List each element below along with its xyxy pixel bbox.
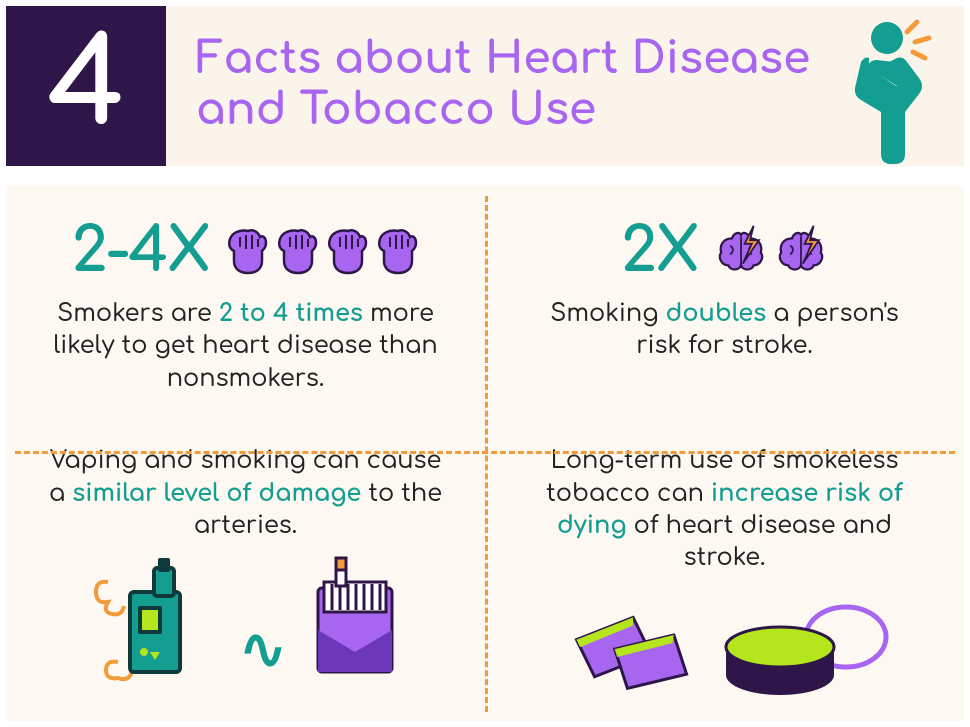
fact-cell-3: Vaping and smoking can cause a similar l… bbox=[6, 415, 485, 723]
heart-icon bbox=[326, 227, 370, 275]
fact-text-1: Smokers are 2 to 4 times more likely to … bbox=[46, 298, 445, 395]
brain-icons-row bbox=[714, 224, 828, 278]
stat-value-2: 2X bbox=[621, 216, 698, 286]
brain-bolt-icon bbox=[714, 224, 768, 278]
brain-bolt-icon bbox=[774, 224, 828, 278]
cigarette-pack-icon bbox=[308, 552, 403, 682]
fact-cell-4: Long-term use of smokeless tobacco can i… bbox=[485, 415, 964, 723]
heart-icons-row bbox=[226, 227, 420, 275]
vape-icon bbox=[88, 552, 218, 682]
tobacco-pouches-icon bbox=[560, 603, 700, 693]
heart-icon bbox=[376, 227, 420, 275]
fact-cell-1: 2-4X Smokers are 2 to 4 times more likel… bbox=[6, 186, 485, 415]
horizontal-divider bbox=[15, 451, 955, 454]
fact-text-3: Vaping and smoking can cause a similar l… bbox=[46, 445, 445, 542]
heart-icon bbox=[276, 227, 320, 275]
header-banner: 4 Facts about Heart Disease and Tobacco … bbox=[6, 6, 964, 166]
smokeless-tobacco-illustration bbox=[525, 593, 924, 703]
number-box: 4 bbox=[6, 6, 166, 166]
header-number: 4 bbox=[47, 19, 125, 153]
heart-icon bbox=[226, 227, 270, 275]
fact-text-4: Long-term use of smokeless tobacco can i… bbox=[525, 445, 924, 575]
equivalence-tilde-icon: ∿ bbox=[240, 617, 287, 682]
tobacco-tin-icon bbox=[720, 593, 890, 703]
vape-vs-cigarette-illustration: ∿ bbox=[46, 552, 445, 682]
chest-pain-figure-icon bbox=[825, 16, 945, 166]
fact-text-2: Smoking doubles a person's risk for stro… bbox=[525, 298, 924, 363]
stat-value-1: 2-4X bbox=[71, 216, 209, 286]
vertical-divider bbox=[485, 196, 488, 712]
fact-cell-2: 2X Smoking doubles a person's risk for s… bbox=[485, 186, 964, 415]
